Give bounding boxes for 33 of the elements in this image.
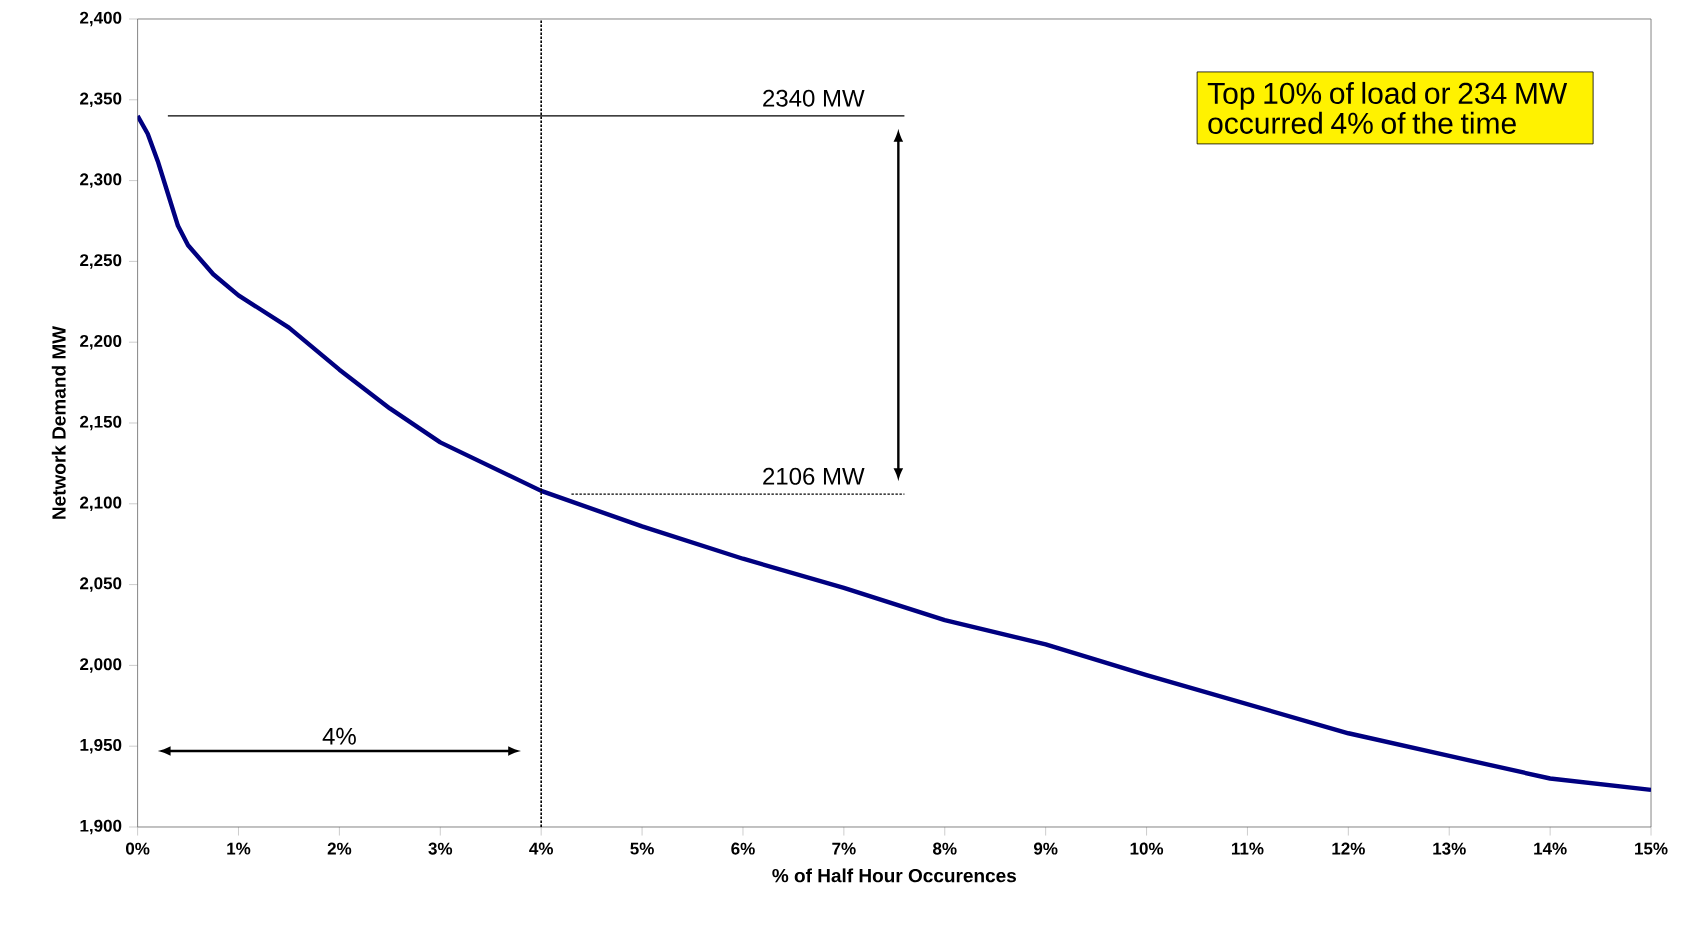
x-tick-label: 3%	[428, 842, 453, 855]
y-tick-label: 2,000	[80, 658, 122, 673]
y-tick-label: 2,100	[80, 496, 122, 512]
y-tick-label: 2,250	[80, 254, 122, 269]
y-axis-title: Network Demand MW	[51, 325, 66, 519]
x-tick-label: 5%	[630, 842, 654, 855]
x-tick-label: 15%	[1635, 842, 1668, 855]
x-tick-label: 4%	[529, 842, 554, 855]
x-tick-label: 6%	[731, 842, 755, 855]
x-tick-label: 2%	[327, 842, 352, 855]
annotation: 4%	[322, 727, 356, 745]
x-tick-label: 13%	[1433, 842, 1466, 855]
y-tick-label: 2,350	[80, 92, 122, 108]
x-tick-label: 14%	[1534, 842, 1567, 855]
y-tick-label: 2,200	[80, 334, 122, 350]
x-axis-title: % of Half Hour Occurences	[772, 868, 1016, 883]
y-tick-label: 2,400	[80, 11, 122, 27]
y-tick-label: 2,050	[80, 577, 122, 592]
x-tick-label: 7%	[832, 842, 856, 855]
annotation: 2340 MW	[763, 89, 865, 107]
annotation: 2106 MW	[763, 467, 865, 485]
x-tick-label: 12%	[1332, 842, 1365, 855]
y-tick-label: 1,950	[80, 738, 122, 754]
y-tick-label: 1,900	[80, 819, 122, 835]
x-tick-label: 1%	[227, 842, 251, 855]
x-tick-label: 0%	[125, 842, 150, 855]
x-tick-label: 10%	[1130, 842, 1164, 855]
x-tick-label: 8%	[933, 842, 957, 855]
y-tick-label: 2,300	[80, 173, 122, 188]
x-tick-label: 9%	[1033, 842, 1058, 855]
y-tick-label: 2,150	[80, 415, 122, 431]
annotation: Top 10% of load or 234 MW occurred 4% of the time	[1207, 81, 1568, 134]
x-tick-label: 11%	[1231, 842, 1264, 855]
